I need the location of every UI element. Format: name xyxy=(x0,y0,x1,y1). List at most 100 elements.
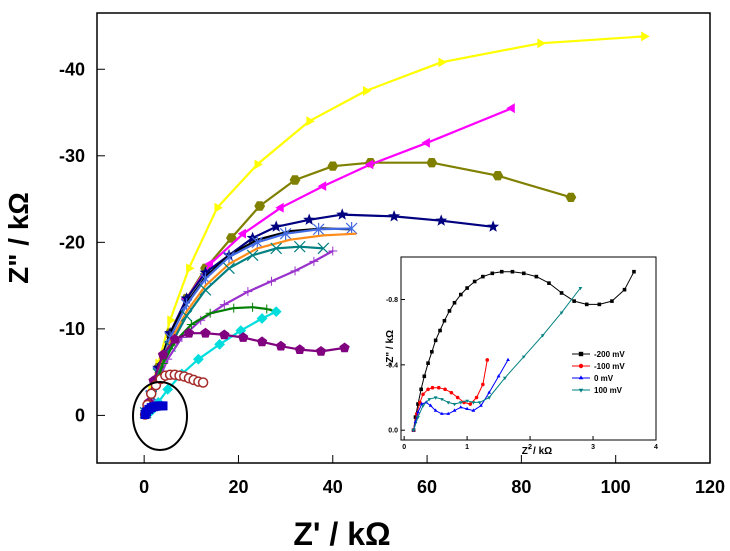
main-data-point xyxy=(186,320,196,330)
inset-data-point xyxy=(474,395,479,400)
main-data-point xyxy=(193,353,204,365)
inset-x-axis-title: Z' / kΩ xyxy=(522,446,552,457)
main-data-point xyxy=(294,344,305,354)
main-data-point xyxy=(219,300,229,310)
inset-data-point xyxy=(521,271,526,276)
inset-series-2 xyxy=(411,357,510,432)
inset-data-point xyxy=(479,403,483,407)
main-data-point xyxy=(317,242,330,255)
main-data-point xyxy=(186,263,195,274)
inset-data-point xyxy=(458,401,463,405)
legend-item: -100 mV xyxy=(572,362,625,371)
main-data-point xyxy=(180,292,193,304)
main-data-point xyxy=(303,213,316,225)
main-data-point xyxy=(229,303,239,313)
inset-x-tick-label: 0 xyxy=(402,444,406,451)
inset-data-point xyxy=(481,382,485,387)
main-data-point xyxy=(270,306,282,317)
inset-x-tick-label: 3 xyxy=(591,444,595,451)
main-data-point xyxy=(183,327,195,338)
inset-data-point xyxy=(416,402,420,406)
main-x-tick-label: 0 xyxy=(139,477,149,497)
main-x-tick-label: 20 xyxy=(228,477,248,497)
main-data-point xyxy=(275,202,284,213)
legend-marker xyxy=(578,363,584,369)
main-data-point xyxy=(256,313,268,324)
inset-data-point xyxy=(428,403,433,407)
main-data-point xyxy=(328,246,338,256)
inset-data-point xyxy=(455,395,460,400)
main-data-point xyxy=(167,315,176,326)
main-series-line xyxy=(150,310,277,412)
main-data-point xyxy=(309,256,319,266)
inset-data-point xyxy=(503,376,507,381)
inset-legend: -200 mV -100 mV 0 mV 100 mV xyxy=(572,350,625,395)
main-data-point xyxy=(306,116,315,126)
main-data-point xyxy=(238,332,249,342)
main-data-point xyxy=(145,388,157,400)
legend-label: 100 mV xyxy=(594,386,623,395)
inset-data-point xyxy=(416,410,420,414)
inset-data-point xyxy=(521,355,526,359)
inset-data-point xyxy=(481,274,485,279)
inset-data-point xyxy=(436,385,441,390)
main-data-point xyxy=(180,310,193,322)
inset-data-point xyxy=(442,318,447,323)
main-data-point xyxy=(317,181,327,191)
main-data-point xyxy=(254,201,266,211)
inset-y-tick-label: -0.4 xyxy=(386,362,398,369)
inset-data-point xyxy=(610,299,614,303)
main-series-4 xyxy=(144,227,352,414)
main-series-line xyxy=(144,227,352,414)
main-x-tick-label: 80 xyxy=(511,477,531,497)
legend-label: -200 mV xyxy=(594,350,625,359)
inset-data-point xyxy=(427,398,432,402)
main-data-point xyxy=(226,233,237,243)
main-series-line xyxy=(144,306,277,415)
inset-data-point xyxy=(597,302,602,307)
main-y-tick-label: 0 xyxy=(75,406,85,426)
main-data-point xyxy=(339,342,350,353)
inset-data-point xyxy=(506,357,510,361)
inset-data-point xyxy=(471,408,476,412)
main-data-point xyxy=(219,329,230,340)
main-data-point xyxy=(345,222,358,235)
main-data-point xyxy=(641,31,650,42)
main-data-point xyxy=(214,202,223,213)
main-data-point xyxy=(214,339,225,350)
main-data-point xyxy=(199,266,212,278)
main-x-tick-label: 120 xyxy=(695,477,725,497)
inset-data-point xyxy=(496,374,501,378)
inset-data-point xyxy=(433,396,438,400)
main-data-point xyxy=(157,349,169,360)
inset-data-point xyxy=(452,300,457,305)
main-data-point xyxy=(256,336,268,347)
main-y-tick-label: -40 xyxy=(59,60,85,80)
inset-data-point xyxy=(559,311,564,315)
inset-series-line xyxy=(413,287,581,431)
main-data-point xyxy=(336,208,349,220)
inset-data-point xyxy=(443,387,447,392)
main-y-axis-title: Z" / kΩ xyxy=(3,192,34,284)
inset-y-tick-label: -0.8 xyxy=(386,297,398,304)
inset-data-point xyxy=(584,302,589,307)
inset-data-point xyxy=(446,411,451,415)
main-data-point xyxy=(537,38,546,49)
inset-data-point xyxy=(452,408,457,412)
legend-item: -200 mV xyxy=(572,350,625,359)
inset-data-point xyxy=(487,390,491,394)
inset-data-point xyxy=(490,271,495,276)
main-data-point xyxy=(565,192,577,202)
main-data-point xyxy=(293,240,306,253)
main-x-tick-label: 40 xyxy=(323,477,343,497)
main-data-point xyxy=(506,103,515,114)
inset-data-point xyxy=(559,291,564,295)
inset-data-point xyxy=(468,402,473,406)
main-data-point xyxy=(251,235,264,249)
inset-data-point xyxy=(632,269,636,274)
inset-x-tick-label: 2 xyxy=(528,444,532,451)
main-data-point xyxy=(248,302,258,312)
main-data-point xyxy=(364,159,374,170)
main-data-point xyxy=(270,220,283,232)
